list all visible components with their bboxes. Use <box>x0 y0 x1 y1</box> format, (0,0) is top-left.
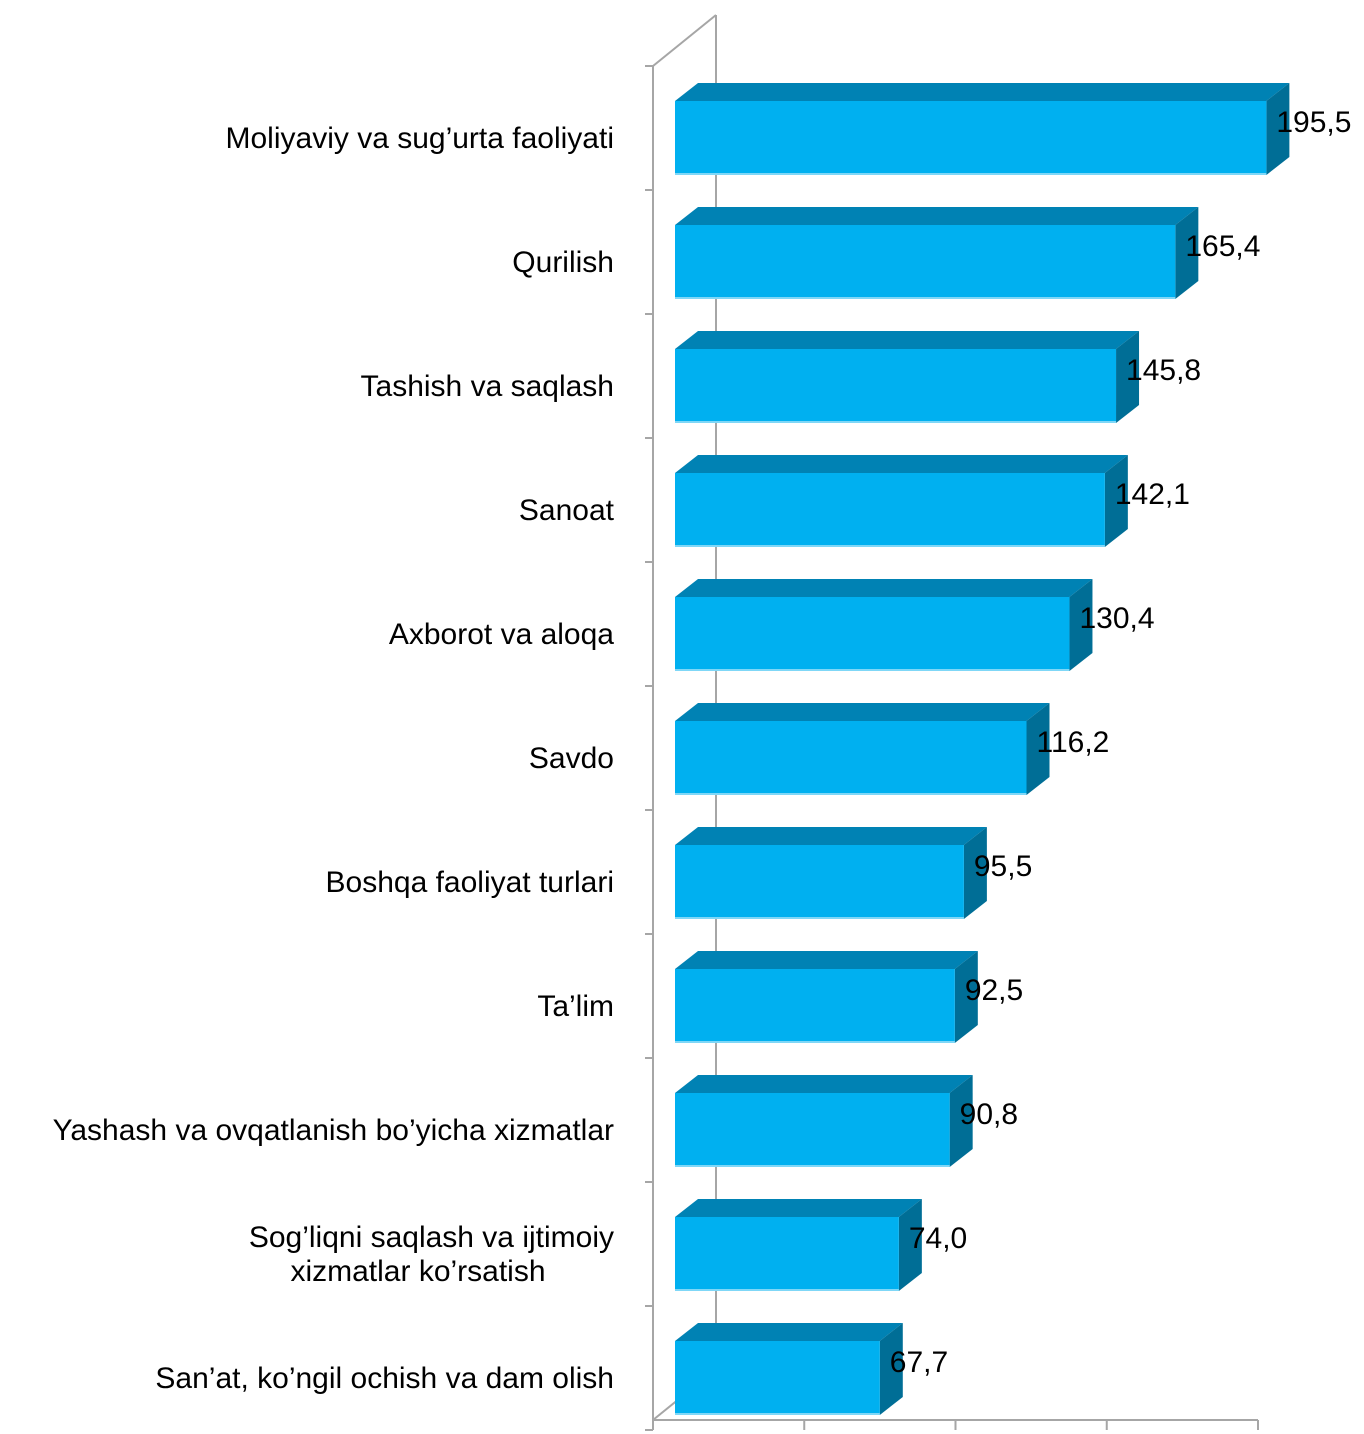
bar-front-face <box>675 473 1105 547</box>
value-label: 130,4 <box>1079 602 1154 635</box>
category-label: Sanoat <box>519 494 615 527</box>
bar <box>675 207 1199 299</box>
bar-top-face <box>675 207 1199 225</box>
value-label: 90,8 <box>960 1098 1018 1131</box>
bar <box>675 1199 922 1291</box>
bar-side-face <box>963 827 987 919</box>
category-label: Boshqa faoliyat turlari <box>326 866 615 899</box>
bar <box>675 455 1128 547</box>
value-label: 95,5 <box>974 850 1032 883</box>
bar <box>675 579 1093 671</box>
category-label: San’at, ko’ngil ochish va dam olish <box>155 1362 614 1395</box>
bar-side-face <box>1266 83 1290 175</box>
category-label: xizmatlar ko’rsatish <box>290 1255 545 1288</box>
bar-front-face <box>675 1217 899 1291</box>
bar-top-face <box>675 83 1290 101</box>
bar-side-face <box>949 1075 973 1167</box>
value-labels: 195,5 165,4 145,8 142,1 130,4 116,2 95,5 92,5 90… <box>890 106 1352 1379</box>
bar-top-face <box>675 827 987 845</box>
bar <box>675 1075 973 1167</box>
bar-front-face <box>675 349 1117 423</box>
bar <box>675 331 1140 423</box>
category-label: Axborot va aloqa <box>389 618 614 651</box>
bar-top-face <box>675 1075 973 1093</box>
category-labels: Moliyaviy va sug’urta faoliyati Qurilish T… <box>53 122 615 1395</box>
value-label: 195,5 <box>1276 106 1351 139</box>
category-label: Moliyaviy va sug’urta faoliyati <box>226 122 615 155</box>
category-label: Savdo <box>529 742 614 775</box>
category-label: Ta’lim <box>537 990 614 1023</box>
bar-front-face <box>675 1093 950 1167</box>
bar-side-face <box>879 1323 903 1415</box>
bar-top-face <box>675 331 1140 349</box>
chart-bars <box>675 83 1290 1415</box>
category-label: Sog’liqni saqlash va ijtimoiy <box>249 1221 614 1254</box>
bar-front-face <box>675 597 1070 671</box>
bar-side-face <box>1116 331 1140 423</box>
top-depth-line <box>652 14 717 67</box>
value-label: 67,7 <box>890 1346 948 1379</box>
bar-top-face <box>675 703 1050 721</box>
bar-top-face <box>675 1199 922 1217</box>
bar-front-face <box>675 721 1027 795</box>
bar <box>675 703 1050 795</box>
bar-front-face <box>675 1341 880 1415</box>
bar <box>675 827 987 919</box>
bar-top-face <box>675 951 978 969</box>
value-label: 92,5 <box>965 974 1023 1007</box>
bar-front-face <box>675 845 964 919</box>
bar-top-face <box>675 579 1093 597</box>
bar-top-face <box>675 1323 903 1341</box>
category-label: Tashish va saqlash <box>361 370 614 403</box>
bar-side-face <box>1069 579 1093 671</box>
bar-front-face <box>675 225 1176 299</box>
category-label: Qurilish <box>512 246 614 279</box>
bar <box>675 83 1290 175</box>
value-label: 74,0 <box>909 1222 967 1255</box>
value-label: 165,4 <box>1185 230 1260 263</box>
value-label: 145,8 <box>1126 354 1201 387</box>
value-label: 116,2 <box>1037 726 1110 759</box>
bar-side-face <box>898 1199 922 1291</box>
bar <box>675 1323 903 1415</box>
value-label: 142,1 <box>1115 478 1190 511</box>
bar-side-face <box>1026 703 1050 795</box>
bar-top-face <box>675 455 1128 473</box>
category-label: Yashash va ovqatlanish bo’yicha xizmatla… <box>53 1114 614 1147</box>
bar-side-face <box>1104 455 1128 547</box>
bar-side-face <box>1175 207 1199 299</box>
bar-side-face <box>954 951 978 1043</box>
bar-front-face <box>675 969 955 1043</box>
bar <box>675 951 978 1043</box>
bar-front-face <box>675 101 1267 175</box>
